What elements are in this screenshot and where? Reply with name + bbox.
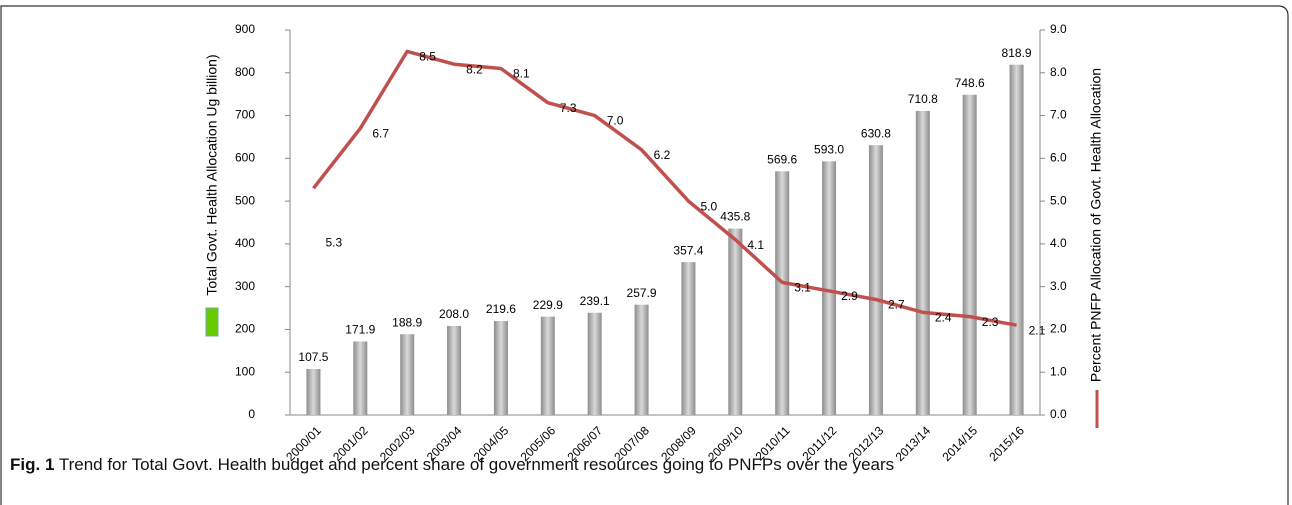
caption-text: Trend for Total Govt. Health budget and … bbox=[58, 455, 895, 474]
y2-tick-label: 4.0 bbox=[1050, 236, 1067, 250]
bar bbox=[681, 262, 696, 415]
bar bbox=[915, 110, 930, 416]
legend-swatch bbox=[205, 307, 219, 337]
y-axis-title: Total Govt. Health Allocation Ug billion… bbox=[204, 54, 220, 295]
line-value-label: 6.7 bbox=[372, 127, 389, 141]
y-tick-label: 300 bbox=[235, 279, 255, 293]
y-tick-label: 0 bbox=[248, 407, 255, 421]
bar bbox=[868, 145, 883, 415]
y2-tick-label: 0.0 bbox=[1050, 407, 1067, 421]
bar-value-label: 239.1 bbox=[580, 294, 610, 308]
bar bbox=[962, 94, 977, 415]
line-value-label: 2.7 bbox=[888, 298, 905, 312]
bar bbox=[1009, 64, 1024, 415]
bar-value-label: 818.9 bbox=[1002, 46, 1032, 60]
y-tick-label: 800 bbox=[235, 65, 255, 79]
line-value-label: 2.1 bbox=[1029, 323, 1046, 337]
bar-value-label: 107.5 bbox=[298, 350, 328, 364]
bar-value-label: 257.9 bbox=[627, 286, 657, 300]
bar-value-label: 569.6 bbox=[767, 153, 797, 167]
bar bbox=[634, 304, 649, 415]
y2-tick-label: 5.0 bbox=[1050, 193, 1067, 207]
line-value-label: 5.0 bbox=[700, 199, 717, 213]
bar bbox=[540, 316, 555, 415]
line-value-label: 8.5 bbox=[419, 50, 436, 64]
bar-value-label: 710.8 bbox=[908, 92, 938, 106]
bar-value-label: 188.9 bbox=[392, 315, 422, 329]
bar bbox=[447, 326, 462, 415]
line-value-label: 8.2 bbox=[466, 62, 483, 76]
x-tick-label: 2015/16 bbox=[986, 423, 1027, 464]
y-tick-label: 600 bbox=[235, 151, 255, 165]
caption-label: Fig. 1 bbox=[10, 455, 55, 474]
line-value-label: 6.2 bbox=[654, 148, 671, 162]
line-value-label: 4.1 bbox=[747, 238, 764, 252]
bar bbox=[400, 334, 415, 415]
line-value-label: 7.3 bbox=[560, 101, 577, 115]
frame bbox=[0, 5, 1289, 505]
bar-value-label: 435.8 bbox=[720, 210, 750, 224]
line-value-label: 3.1 bbox=[794, 281, 811, 295]
bar-value-label: 219.6 bbox=[486, 302, 516, 316]
bar-value-label: 171.9 bbox=[345, 323, 375, 337]
y2-tick-label: 3.0 bbox=[1050, 279, 1067, 293]
bar bbox=[728, 228, 743, 415]
bar bbox=[822, 161, 837, 415]
y2-tick-label: 7.0 bbox=[1050, 108, 1067, 122]
line-value-label: 2.4 bbox=[935, 311, 952, 325]
bar bbox=[493, 321, 508, 415]
line-value-label: 8.1 bbox=[513, 67, 530, 81]
bar bbox=[306, 369, 321, 415]
y2-tick-label: 1.0 bbox=[1050, 364, 1067, 378]
bar bbox=[775, 171, 790, 415]
bar bbox=[587, 312, 602, 415]
bar-value-label: 229.9 bbox=[533, 298, 563, 312]
bar bbox=[353, 341, 368, 415]
y2-tick-label: 2.0 bbox=[1050, 322, 1067, 336]
y-tick-label: 100 bbox=[235, 364, 255, 378]
line-value-label: 7.0 bbox=[607, 114, 624, 128]
y2-tick-label: 8.0 bbox=[1050, 65, 1067, 79]
x-tick-label: 2013/14 bbox=[893, 423, 934, 464]
y2-tick-label: 9.0 bbox=[1050, 22, 1067, 36]
y-tick-label: 900 bbox=[235, 22, 255, 36]
bar-value-label: 593.0 bbox=[814, 142, 844, 156]
bar-value-label: 357.4 bbox=[673, 243, 703, 257]
x-tick-label: 2014/15 bbox=[939, 423, 980, 464]
y2-tick-label: 6.0 bbox=[1050, 151, 1067, 165]
y-tick-label: 200 bbox=[235, 322, 255, 336]
bar-value-label: 630.8 bbox=[861, 126, 891, 140]
y-tick-label: 700 bbox=[235, 108, 255, 122]
y-tick-label: 500 bbox=[235, 193, 255, 207]
line bbox=[312, 49, 1017, 327]
line-value-label: 2.9 bbox=[841, 289, 858, 303]
y-tick-label: 400 bbox=[235, 236, 255, 250]
bar-value-label: 748.6 bbox=[955, 76, 985, 90]
line-value-label: 5.3 bbox=[325, 235, 342, 249]
y2-axis-title: Percent PNFP Allocation of Govt. Health … bbox=[1088, 68, 1104, 382]
line-value-label: 2.3 bbox=[982, 315, 999, 329]
bar-value-label: 208.0 bbox=[439, 307, 469, 321]
caption: Fig. 1 Trend for Total Govt. Health budg… bbox=[10, 455, 894, 475]
